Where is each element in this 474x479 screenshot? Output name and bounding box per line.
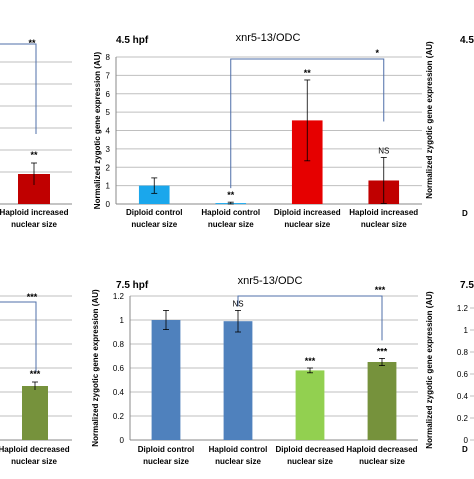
bar bbox=[295, 370, 325, 440]
y-axis-label: Normalized zygotic gene expression (AU) bbox=[93, 51, 102, 209]
y-tick-label: 1.2 bbox=[113, 292, 125, 301]
bar bbox=[223, 321, 253, 440]
bracket-label: ** bbox=[28, 38, 36, 48]
category-label: D bbox=[462, 445, 468, 454]
significance-label: ** bbox=[30, 150, 38, 160]
y-axis-label: Normalized zygotic gene expression (AU) bbox=[425, 41, 434, 199]
y-tick-label: 0 bbox=[120, 436, 125, 445]
y-tick-label: 0 bbox=[106, 200, 111, 209]
y-tick-label: 1.2 bbox=[457, 304, 469, 313]
category-label: nuclear size bbox=[359, 457, 405, 466]
category-label: Haploid control bbox=[209, 445, 268, 454]
bracket-label: *** bbox=[27, 292, 38, 302]
y-tick-label: 6 bbox=[106, 90, 111, 99]
bar bbox=[151, 320, 181, 440]
category-label: Haploid control bbox=[201, 208, 260, 217]
chart-title: xnr5-13/ODC bbox=[238, 275, 303, 287]
y-tick-label: 0.2 bbox=[457, 414, 469, 423]
category-label: Diploid decreased bbox=[276, 445, 345, 454]
y-tick-label: 0.6 bbox=[113, 364, 125, 373]
significance-label: *** bbox=[30, 369, 41, 379]
category-label: Haploid increased bbox=[349, 208, 418, 217]
category-label: nuclear size bbox=[215, 457, 261, 466]
bar bbox=[138, 185, 170, 204]
bracket-label: *** bbox=[375, 285, 386, 295]
stage-label: 7.5 hpf bbox=[116, 280, 149, 291]
y-axis-label: Normalized zygotic gene expression (AU) bbox=[91, 289, 100, 447]
category-label: nuclear size bbox=[361, 220, 407, 229]
y-tick-label: 0.4 bbox=[457, 392, 469, 401]
significance-label: ** bbox=[227, 190, 235, 200]
category-label: Diploid control bbox=[138, 445, 194, 454]
y-tick-label: 0.8 bbox=[113, 340, 125, 349]
y-tick-label: 0 bbox=[464, 436, 469, 445]
y-tick-label: 0.6 bbox=[457, 370, 469, 379]
y-tick-label: 8 bbox=[106, 53, 111, 62]
significance-label: *** bbox=[377, 346, 388, 356]
y-tick-label: 0.8 bbox=[457, 348, 469, 357]
chart-title: xnr5-13/ODC bbox=[236, 32, 301, 44]
category-label: nuclear size bbox=[131, 220, 177, 229]
y-tick-label: 3 bbox=[106, 145, 111, 154]
y-tick-label: 5 bbox=[106, 108, 111, 117]
category-label: nuclear size bbox=[11, 457, 57, 466]
y-tick-label: 2 bbox=[106, 163, 111, 172]
category-label: Haploid decreased bbox=[346, 445, 417, 454]
category-label: D bbox=[462, 209, 468, 218]
stage-label: 4.5 bbox=[460, 35, 474, 46]
significance-bracket bbox=[237, 295, 383, 341]
category-label: nuclear size bbox=[143, 457, 189, 466]
bracket-label: * bbox=[375, 48, 379, 58]
stage-label: 7.5 bbox=[460, 280, 474, 291]
category-label: Haploid decreased bbox=[0, 445, 70, 454]
category-label: Haploid increased bbox=[0, 208, 69, 217]
category-label: nuclear size bbox=[284, 220, 330, 229]
category-label: Diploid increased bbox=[274, 208, 341, 217]
bar bbox=[22, 386, 48, 440]
y-tick-label: 0.4 bbox=[113, 388, 125, 397]
significance-label: ** bbox=[304, 68, 312, 78]
y-tick-label: 0.2 bbox=[113, 412, 125, 421]
y-tick-label: 4 bbox=[106, 127, 111, 136]
y-tick-label: 1 bbox=[106, 182, 111, 191]
category-label: nuclear size bbox=[208, 220, 254, 229]
y-tick-label: 1 bbox=[120, 316, 125, 325]
bar bbox=[367, 362, 397, 440]
category-label: nuclear size bbox=[287, 457, 333, 466]
y-axis-label: Normalized zygotic gene expression (AU) bbox=[425, 291, 434, 449]
significance-bracket bbox=[0, 301, 37, 372]
significance-bracket bbox=[0, 43, 37, 134]
y-tick-label: 1 bbox=[464, 326, 469, 335]
y-tick-label: 7 bbox=[106, 71, 111, 80]
stage-label: 4.5 hpf bbox=[116, 35, 149, 46]
category-label: nuclear size bbox=[11, 220, 57, 229]
category-label: Diploid control bbox=[126, 208, 182, 217]
significance-bracket bbox=[230, 58, 385, 189]
significance-label: *** bbox=[305, 356, 316, 366]
significance-label: NS bbox=[378, 147, 389, 156]
